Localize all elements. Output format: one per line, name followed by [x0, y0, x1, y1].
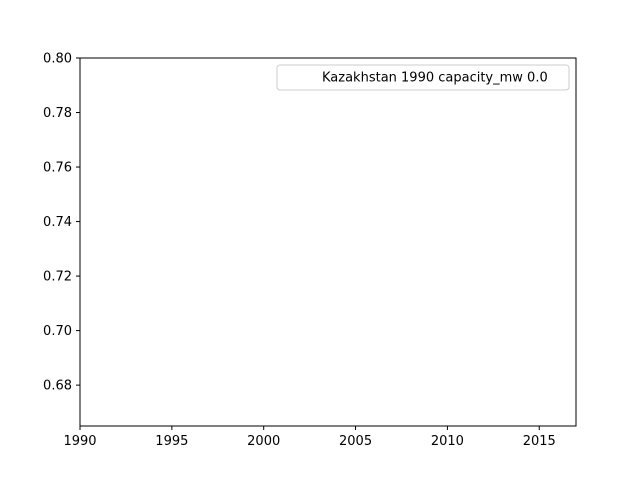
y-tick-label: 0.70: [43, 324, 72, 339]
x-tick-label: 2015: [523, 434, 556, 449]
y-tick-label: 0.78: [43, 106, 72, 121]
x-axis: 1990 1995 2000 2005 2010 2015: [63, 426, 556, 449]
plot-area: [80, 58, 576, 426]
plot-frame: [79, 57, 577, 427]
y-axis: 0.68 0.70 0.72 0.74 0.76 0.78 0.80: [43, 52, 80, 394]
legend-series-label: Kazakhstan 1990 capacity_mw 0.0: [322, 71, 548, 86]
legend: Kazakhstan 1990 capacity_mw 0.0: [276, 64, 570, 91]
x-tick-label: 2000: [247, 434, 280, 449]
y-tick-label: 0.72: [43, 270, 72, 285]
y-tick-label: 0.80: [43, 52, 72, 67]
x-tick-label: 2010: [431, 434, 464, 449]
y-tick-label: 0.68: [43, 379, 72, 394]
y-tick-label: 0.74: [43, 215, 72, 230]
y-tick-label: 0.76: [43, 161, 72, 176]
x-tick-label: 1990: [63, 434, 96, 449]
legend-box: [276, 64, 570, 91]
x-tick-label: 2005: [339, 434, 372, 449]
x-tick-label: 1995: [155, 434, 188, 449]
